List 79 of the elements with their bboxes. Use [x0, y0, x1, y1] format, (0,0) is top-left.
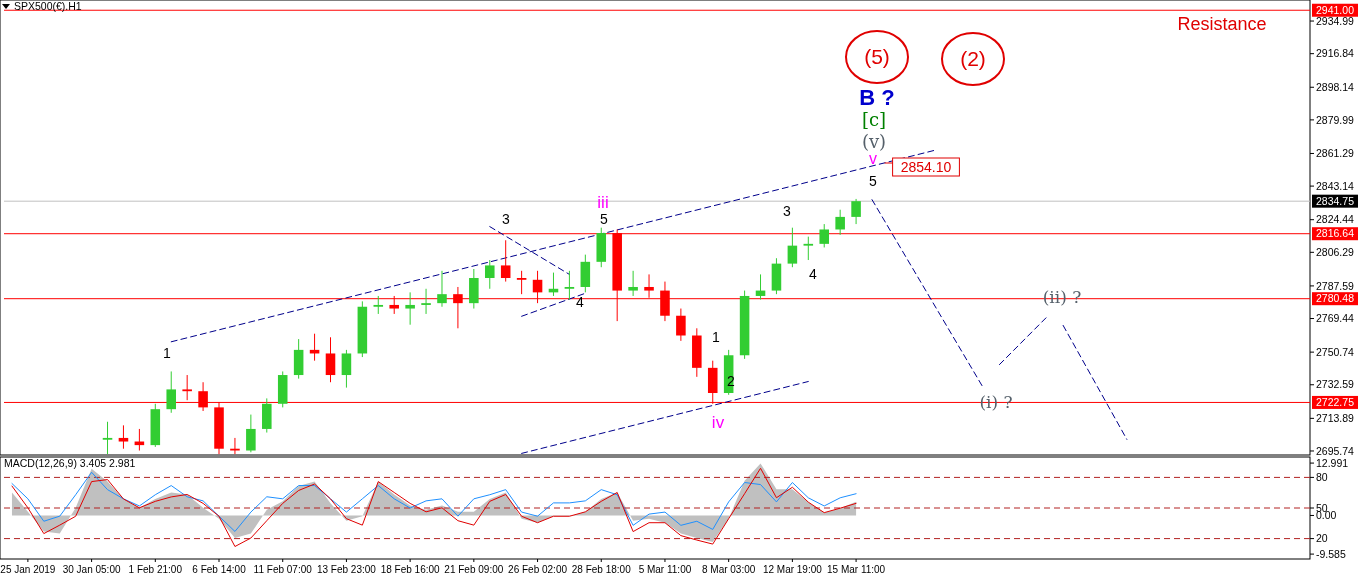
- ref-line-label: 2941.00: [1316, 3, 1355, 16]
- candlestick: [118, 424, 129, 450]
- annotation: (2): [960, 47, 986, 71]
- annotation: 2: [727, 372, 736, 389]
- y-tick-label: 2934.99: [1316, 14, 1355, 27]
- x-tick-label: 12 Mar 19:00: [762, 564, 823, 575]
- annotation: 5: [869, 172, 878, 189]
- x-tick-label: 28 Feb 18:00: [571, 564, 632, 575]
- candlestick: [500, 239, 511, 283]
- y-tick-label: 2898.14: [1316, 80, 1355, 93]
- annotation: [c]: [861, 109, 887, 131]
- x-tick-label: 21 Feb 09:00: [444, 564, 504, 575]
- annotation: B ?: [859, 84, 895, 110]
- candlestick: [835, 209, 845, 236]
- ref-line-label: 2722.75: [1316, 396, 1355, 409]
- annotation: iii: [597, 192, 609, 212]
- y-tick-label: 2879.99: [1316, 113, 1355, 126]
- candlestick: [166, 370, 177, 414]
- y-tick-label: 2695.74: [1316, 444, 1355, 457]
- chart-title: MACD(12,26,9) 3.405 2.981: [4, 457, 136, 469]
- annotation: 1: [163, 344, 172, 361]
- annotation: (5): [864, 45, 890, 69]
- y-tick-label: 2916.84: [1316, 47, 1355, 60]
- annotation: 3: [783, 202, 792, 219]
- y-tick-label: 2787.59: [1316, 279, 1355, 292]
- candlestick: [246, 414, 256, 453]
- ref-line-label: 2780.48: [1316, 292, 1355, 305]
- candlestick: [421, 288, 431, 315]
- x-tick-label: 11 Feb 07:00: [253, 564, 313, 575]
- candlestick: [564, 270, 575, 301]
- y-tick-label: 2843.14: [1316, 179, 1355, 192]
- chart-title: SPX500(€).H1: [14, 0, 82, 12]
- candlestick: [405, 291, 415, 326]
- annotation: 4: [809, 265, 818, 282]
- candlestick: [182, 374, 192, 401]
- x-tick-label: 15 Mar 11:00: [826, 564, 886, 575]
- annotation: Resistance: [1177, 14, 1267, 35]
- candlestick: [102, 421, 113, 455]
- candlestick: [628, 270, 638, 297]
- y2-tick-label: 20: [1316, 532, 1328, 545]
- candlestick: [437, 270, 447, 308]
- y-tick-label: 2806.29: [1316, 245, 1355, 258]
- annotation: 1: [712, 328, 721, 345]
- y-tick-label: 2713.89: [1316, 412, 1355, 425]
- candlestick: [516, 270, 527, 295]
- annotation: iv: [711, 412, 725, 432]
- x-tick-label: 1 Feb 21:00: [128, 564, 183, 575]
- x-tick-label: 13 Feb 23:00: [316, 564, 377, 575]
- y-tick-label: 2732.59: [1316, 378, 1355, 391]
- x-tick-label: 18 Feb 16:00: [380, 564, 441, 575]
- y2-tick-label: 80: [1316, 471, 1328, 484]
- x-tick-label: 26 Feb 02:00: [508, 564, 568, 575]
- candlestick: [851, 198, 861, 225]
- candlestick: [230, 437, 240, 455]
- candlestick: [787, 227, 798, 268]
- ref-line-label: 2816.64: [1316, 227, 1355, 240]
- x-tick-label: 5 Mar 11:00: [638, 564, 692, 575]
- y-tick-label: 2769.44: [1316, 312, 1355, 325]
- x-tick-label: 6 Feb 14:00: [192, 564, 247, 575]
- ref-line-label: 2834.75: [1316, 194, 1355, 207]
- candlestick: [819, 223, 830, 248]
- line-series: [11, 471, 857, 532]
- candlestick: [341, 349, 352, 389]
- annotation: 4: [576, 293, 585, 310]
- y-tick-label: 2750.74: [1316, 345, 1355, 358]
- candlestick: [325, 336, 336, 383]
- annotation: 2854.10: [900, 158, 952, 175]
- candlestick: [803, 236, 814, 261]
- y-tick-label: -9.585: [1316, 547, 1346, 560]
- y-tick-label: 2824.44: [1316, 213, 1355, 226]
- y-tick-label: 2861.29: [1316, 147, 1355, 160]
- x-tick-label: 8 Mar 03:00: [701, 564, 756, 575]
- annotation: 5: [600, 210, 609, 227]
- x-tick-label: 30 Jan 05:00: [62, 564, 121, 575]
- annotation: 3: [502, 210, 511, 227]
- candlestick: [676, 308, 686, 342]
- candlestick: [484, 259, 495, 290]
- y-tick-label: 12.991: [1316, 456, 1349, 469]
- x-tick-label: 25 Jan 2019: [0, 564, 56, 575]
